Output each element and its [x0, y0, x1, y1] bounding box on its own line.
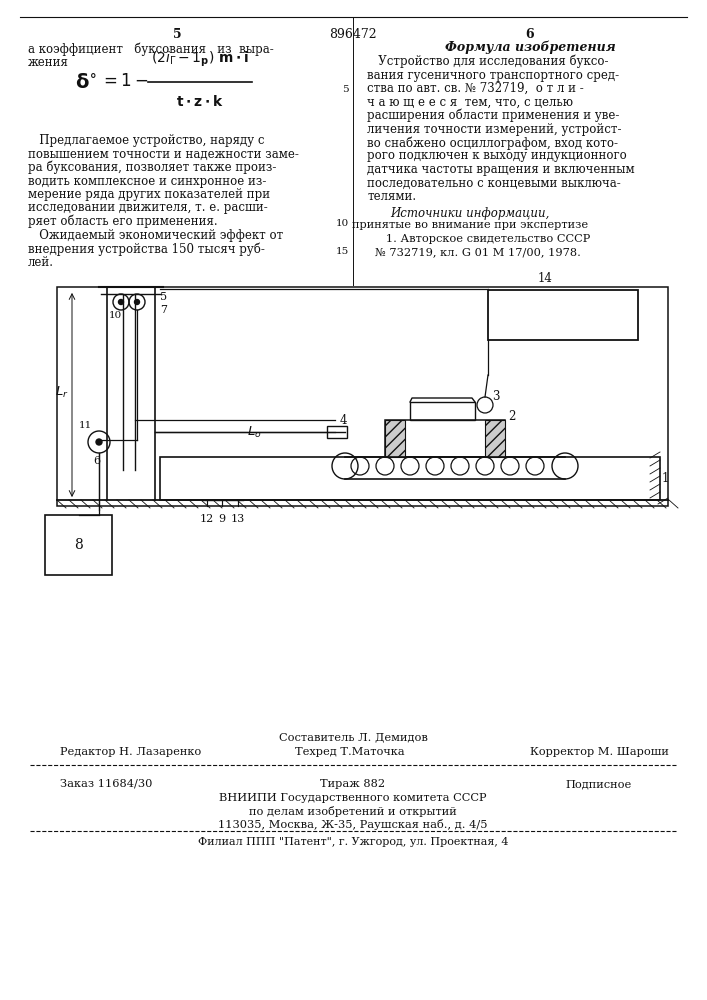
Text: 5: 5: [160, 292, 167, 302]
Text: 2: 2: [508, 410, 515, 424]
Bar: [327, 426, 347, 438]
Text: мерение ряда других показателей при: мерение ряда других показателей при: [28, 188, 270, 201]
Text: Предлагаемое устройство, наряду с: Предлагаемое устройство, наряду с: [28, 134, 264, 147]
Text: 10: 10: [109, 312, 122, 320]
Text: 12: 12: [200, 514, 214, 524]
Circle shape: [96, 439, 102, 445]
Text: телями.: телями.: [367, 190, 416, 203]
Text: 15: 15: [336, 246, 349, 255]
Text: личения точности измерений, устройст-: личения точности измерений, устройст-: [367, 122, 621, 135]
Text: 14: 14: [537, 272, 552, 285]
Text: Формула изобретения: Формула изобретения: [445, 40, 615, 53]
Bar: [410, 402, 475, 420]
Text: ч а ю щ е е с я  тем, что, с целью: ч а ю щ е е с я тем, что, с целью: [367, 96, 573, 108]
Text: а коэффициент   буксования   из  выра-: а коэффициент буксования из выра-: [28, 42, 274, 55]
Text: 5: 5: [342, 86, 349, 95]
Text: внедрения устройства 150 тысяч руб-: внедрения устройства 150 тысяч руб-: [28, 242, 265, 255]
Text: рого подключен к выходу индукционного: рого подключен к выходу индукционного: [367, 149, 626, 162]
Text: 7: 7: [160, 305, 167, 315]
Text: 3: 3: [492, 389, 500, 402]
Text: Филиал ППП "Патент", г. Ужгород, ул. Проектная, 4: Филиал ППП "Патент", г. Ужгород, ул. Про…: [198, 837, 508, 847]
Text: последовательно с концевыми выключа-: последовательно с концевыми выключа-: [367, 176, 621, 190]
Text: 10: 10: [336, 220, 349, 229]
Text: 6: 6: [93, 456, 100, 466]
Bar: [160, 457, 660, 500]
Text: $L_r$: $L_r$: [55, 384, 69, 400]
Text: 11: 11: [78, 421, 92, 430]
Text: $(2i_{\Gamma} - 1_{\mathbf{p}})\ \mathbf{m \cdot i}$: $(2i_{\Gamma} - 1_{\mathbf{p}})\ \mathbf…: [151, 50, 249, 69]
Bar: [488, 290, 638, 340]
Text: вания гусеничного транспортного сред-: вания гусеничного транспортного сред-: [367, 68, 619, 82]
Text: ства по авт. св. № 732719,  о т л и -: ства по авт. св. № 732719, о т л и -: [367, 82, 584, 95]
Text: Техред Т.Маточка: Техред Т.Маточка: [295, 747, 404, 757]
Text: Тираж 882: Тираж 882: [320, 779, 385, 789]
Text: жения: жения: [28, 55, 69, 68]
Text: ВНИИПИ Государственного комитета СССР: ВНИИПИ Государственного комитета СССР: [219, 793, 486, 803]
Circle shape: [119, 300, 124, 304]
Bar: [45, 515, 112, 575]
Text: 9: 9: [218, 514, 226, 524]
Text: ряет область его применения.: ряет область его применения.: [28, 215, 218, 229]
Text: 13: 13: [231, 514, 245, 524]
Text: $\mathbf{t \cdot z \cdot k}$: $\mathbf{t \cdot z \cdot k}$: [176, 94, 223, 109]
Text: Источники информации,: Источники информации,: [390, 207, 549, 220]
Text: принятые во внимание при экспертизе: принятые во внимание при экспертизе: [352, 221, 588, 231]
Text: расширения области применения и уве-: расширения области применения и уве-: [367, 109, 619, 122]
Text: 6: 6: [526, 28, 534, 41]
Text: Устройство для исследования буксо-: Устройство для исследования буксо-: [367, 55, 609, 68]
Text: Корректор М. Шароши: Корректор М. Шароши: [530, 747, 669, 757]
Text: $\mathbf{\delta^{\circ}}$: $\mathbf{\delta^{\circ}}$: [75, 73, 97, 92]
Text: Ожидаемый экономический эффект от: Ожидаемый экономический эффект от: [28, 229, 284, 241]
Text: Редактор Н. Лазаренко: Редактор Н. Лазаренко: [60, 747, 201, 757]
Bar: [385, 420, 405, 457]
Text: во снабжено осциллографом, вход кото-: во снабжено осциллографом, вход кото-: [367, 136, 618, 149]
Text: исследовании движителя, т. е. расши-: исследовании движителя, т. е. расши-: [28, 202, 268, 215]
Text: 113035, Москва, Ж-35, Раушская наб., д. 4/5: 113035, Москва, Ж-35, Раушская наб., д. …: [218, 819, 488, 830]
Text: $= 1 -$: $= 1 -$: [100, 74, 148, 91]
Text: повышением точности и надежности заме-: повышением точности и надежности заме-: [28, 147, 299, 160]
Bar: [57, 287, 668, 506]
Circle shape: [134, 300, 139, 304]
Text: по делам изобретений и открытий: по делам изобретений и открытий: [249, 806, 457, 817]
Text: Заказ 11684/30: Заказ 11684/30: [60, 779, 153, 789]
Bar: [485, 420, 505, 457]
Text: 1: 1: [662, 472, 670, 485]
Text: водить комплексное и синхронное из-: водить комплексное и синхронное из-: [28, 174, 267, 188]
Text: 896472: 896472: [329, 28, 377, 41]
Text: $L_o$: $L_o$: [247, 424, 262, 440]
Text: 1. Авторское свидетельство СССР: 1. Авторское свидетельство СССР: [375, 234, 590, 244]
Text: 8: 8: [74, 538, 83, 552]
Text: лей.: лей.: [28, 255, 54, 268]
Text: ра буксования, позволяет также произ-: ра буксования, позволяет также произ-: [28, 161, 276, 174]
Text: Подписное: Подписное: [565, 779, 631, 789]
Text: № 732719, кл. G 01 M 17/00, 1978.: № 732719, кл. G 01 M 17/00, 1978.: [375, 247, 581, 257]
Text: 4: 4: [340, 414, 348, 426]
Text: датчика частоты вращения и включенным: датчика частоты вращения и включенным: [367, 163, 635, 176]
Text: Составитель Л. Демидов: Составитель Л. Демидов: [279, 732, 428, 742]
Text: 5: 5: [173, 28, 181, 41]
Bar: [385, 420, 505, 457]
